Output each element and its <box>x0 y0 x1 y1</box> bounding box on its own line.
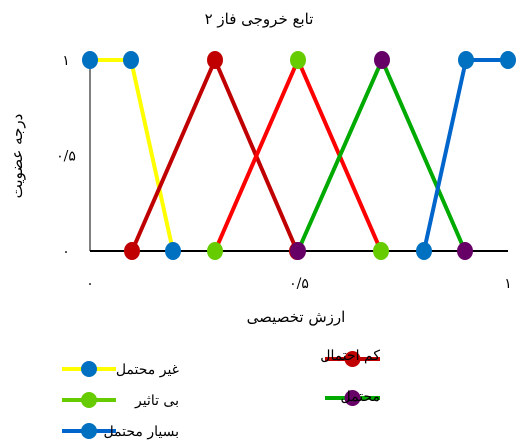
series-5 <box>416 51 516 260</box>
tick-labels: ۰ ۰/۵ ۱ ۰ ۰/۵ ۱ <box>56 53 512 292</box>
y-tick-label: ۱ <box>62 53 70 69</box>
series-layer <box>82 51 516 260</box>
legend-swatch-marker <box>81 423 97 439</box>
legend-item: کم احتمال <box>320 348 380 367</box>
data-point <box>373 242 389 260</box>
series-1 <box>82 51 181 260</box>
legend-swatch-marker <box>81 392 97 408</box>
data-point <box>82 51 98 69</box>
series-line <box>213 58 383 252</box>
x-axis-label: ارزش تخصیصی <box>247 308 346 326</box>
legend-label: محتمل <box>341 389 380 405</box>
data-point <box>207 242 223 260</box>
legend: کم احتمال غیر محتمل محتمل بی تاثیر بسیار محت… <box>62 348 380 440</box>
data-point <box>374 51 390 69</box>
data-point <box>207 51 223 69</box>
data-point <box>123 51 139 69</box>
series-line <box>90 58 175 252</box>
data-point <box>500 51 516 69</box>
legend-label: بی تاثیر <box>134 393 179 409</box>
data-point <box>458 51 474 69</box>
data-point <box>416 242 432 260</box>
series-line <box>130 58 299 252</box>
data-point <box>165 242 181 260</box>
y-tick-label: ۰/۵ <box>56 149 76 165</box>
legend-swatch-marker <box>81 361 97 377</box>
x-tick-label: ۱ <box>504 276 512 292</box>
x-tick-label: ۰/۵ <box>289 276 309 292</box>
legend-swatch-marker <box>344 351 361 367</box>
series-line <box>422 58 508 252</box>
legend-item: غیر محتمل <box>62 361 179 378</box>
data-point <box>124 242 140 260</box>
series-line <box>296 58 467 252</box>
data-point <box>290 242 306 260</box>
legend-swatch-marker <box>344 390 361 406</box>
y-tick-label: ۰ <box>62 244 70 260</box>
data-point <box>290 51 306 69</box>
legend-item: محتمل <box>325 389 380 406</box>
legend-item: بسیار محتمل <box>62 423 179 440</box>
chart-title: تابع خروجی فاز ۲ <box>205 10 314 28</box>
legend-label: غیر محتمل <box>116 362 179 378</box>
legend-label: کم احتمال <box>320 348 380 364</box>
x-tick-label: ۰ <box>86 276 94 292</box>
data-point <box>457 242 473 260</box>
series-3 <box>207 51 389 260</box>
y-axis-label: درجه عضویت <box>8 114 26 199</box>
legend-label: بسیار محتمل <box>103 424 179 440</box>
legend-item: بی تاثیر <box>62 392 179 409</box>
